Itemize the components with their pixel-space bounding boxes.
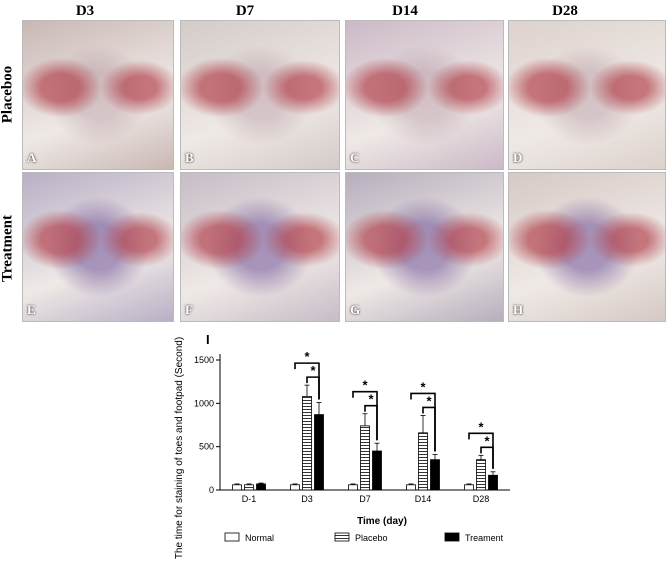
significance-bracket [306, 376, 320, 400]
photo-panel-label: H [513, 302, 524, 317]
significance-bracket [480, 446, 494, 469]
significance-star: * [484, 433, 490, 448]
significance-star: * [304, 349, 310, 364]
photo-panel-e: E [22, 172, 174, 322]
bar-normal [232, 484, 242, 491]
bar-treament [372, 450, 382, 491]
photo-panel-label: E [27, 302, 36, 317]
photo-panel-d: D [508, 20, 666, 170]
photo-panel-label: C [350, 150, 360, 165]
bar-treament [488, 474, 498, 491]
bar-normal [348, 484, 358, 491]
bar-chart: I The time for staining of toes and foot… [160, 330, 668, 560]
column-header-d14: D14 [392, 3, 418, 19]
photo-panel-label: D [513, 150, 523, 165]
x-tick-label: D14 [415, 494, 432, 504]
legend-label: Placebo [355, 533, 388, 543]
bar-normal [290, 484, 300, 491]
x-axis-label: Time (day) [357, 516, 407, 527]
significance-bracket [364, 404, 378, 441]
photo-panel-label: G [350, 302, 361, 317]
significance-star: * [310, 363, 316, 378]
significance-star: * [368, 392, 374, 407]
bar-chart-svg: I The time for staining of toes and foot… [174, 332, 510, 559]
photo-panel-label: F [185, 302, 193, 317]
chart-panel-label: I [206, 332, 210, 347]
x-tick-label: D28 [473, 494, 490, 504]
legend-swatch-treament [444, 532, 460, 542]
column-header-d28: D28 [552, 3, 578, 19]
legend-label: Treament [465, 533, 504, 543]
column-header-d7: D7 [235, 3, 255, 19]
bar-placebo [476, 459, 486, 491]
significance-star: * [426, 393, 432, 408]
legend-label: Normal [245, 533, 274, 543]
y-tick-label: 0 [209, 485, 214, 495]
y-tick-label: 1500 [194, 355, 214, 365]
bar-treament [430, 459, 440, 491]
photo-panel-f: F [180, 172, 340, 322]
bar-treament [314, 414, 324, 491]
significance-star: * [420, 379, 426, 394]
column-header-d3: D3 [75, 3, 95, 19]
y-tick-label: 500 [199, 442, 214, 452]
y-tick-label: 1000 [194, 398, 214, 408]
photo-panel-label: A [27, 150, 37, 165]
photo-panel-label: B [185, 150, 194, 165]
y-axis-label: The time for staining of toes and footpa… [174, 337, 185, 559]
bar-placebo [418, 432, 428, 491]
bar-placebo [360, 425, 370, 491]
significance-star: * [478, 419, 484, 434]
bar-placebo [244, 484, 254, 491]
photo-panel-c: C [345, 20, 504, 170]
photo-panel-g: G [345, 172, 504, 322]
legend-swatch-normal [224, 532, 240, 542]
x-tick-label: D7 [359, 494, 371, 504]
legend-swatch-placebo [334, 532, 350, 542]
bar-normal [464, 484, 474, 491]
significance-bracket [422, 406, 436, 452]
row-header-treatment: Treatment [0, 215, 16, 282]
row-header-placebo: Placeboo [0, 65, 16, 124]
photo-panel-b: B [180, 20, 340, 170]
bar-placebo [302, 396, 312, 491]
significance-star: * [362, 378, 368, 393]
photo-panel-a: A [22, 20, 174, 170]
bar-treament [256, 483, 266, 491]
bar-normal [406, 484, 416, 491]
x-tick-label: D-1 [242, 494, 257, 504]
photo-panel-h: H [508, 172, 666, 322]
x-tick-label: D3 [301, 494, 313, 504]
